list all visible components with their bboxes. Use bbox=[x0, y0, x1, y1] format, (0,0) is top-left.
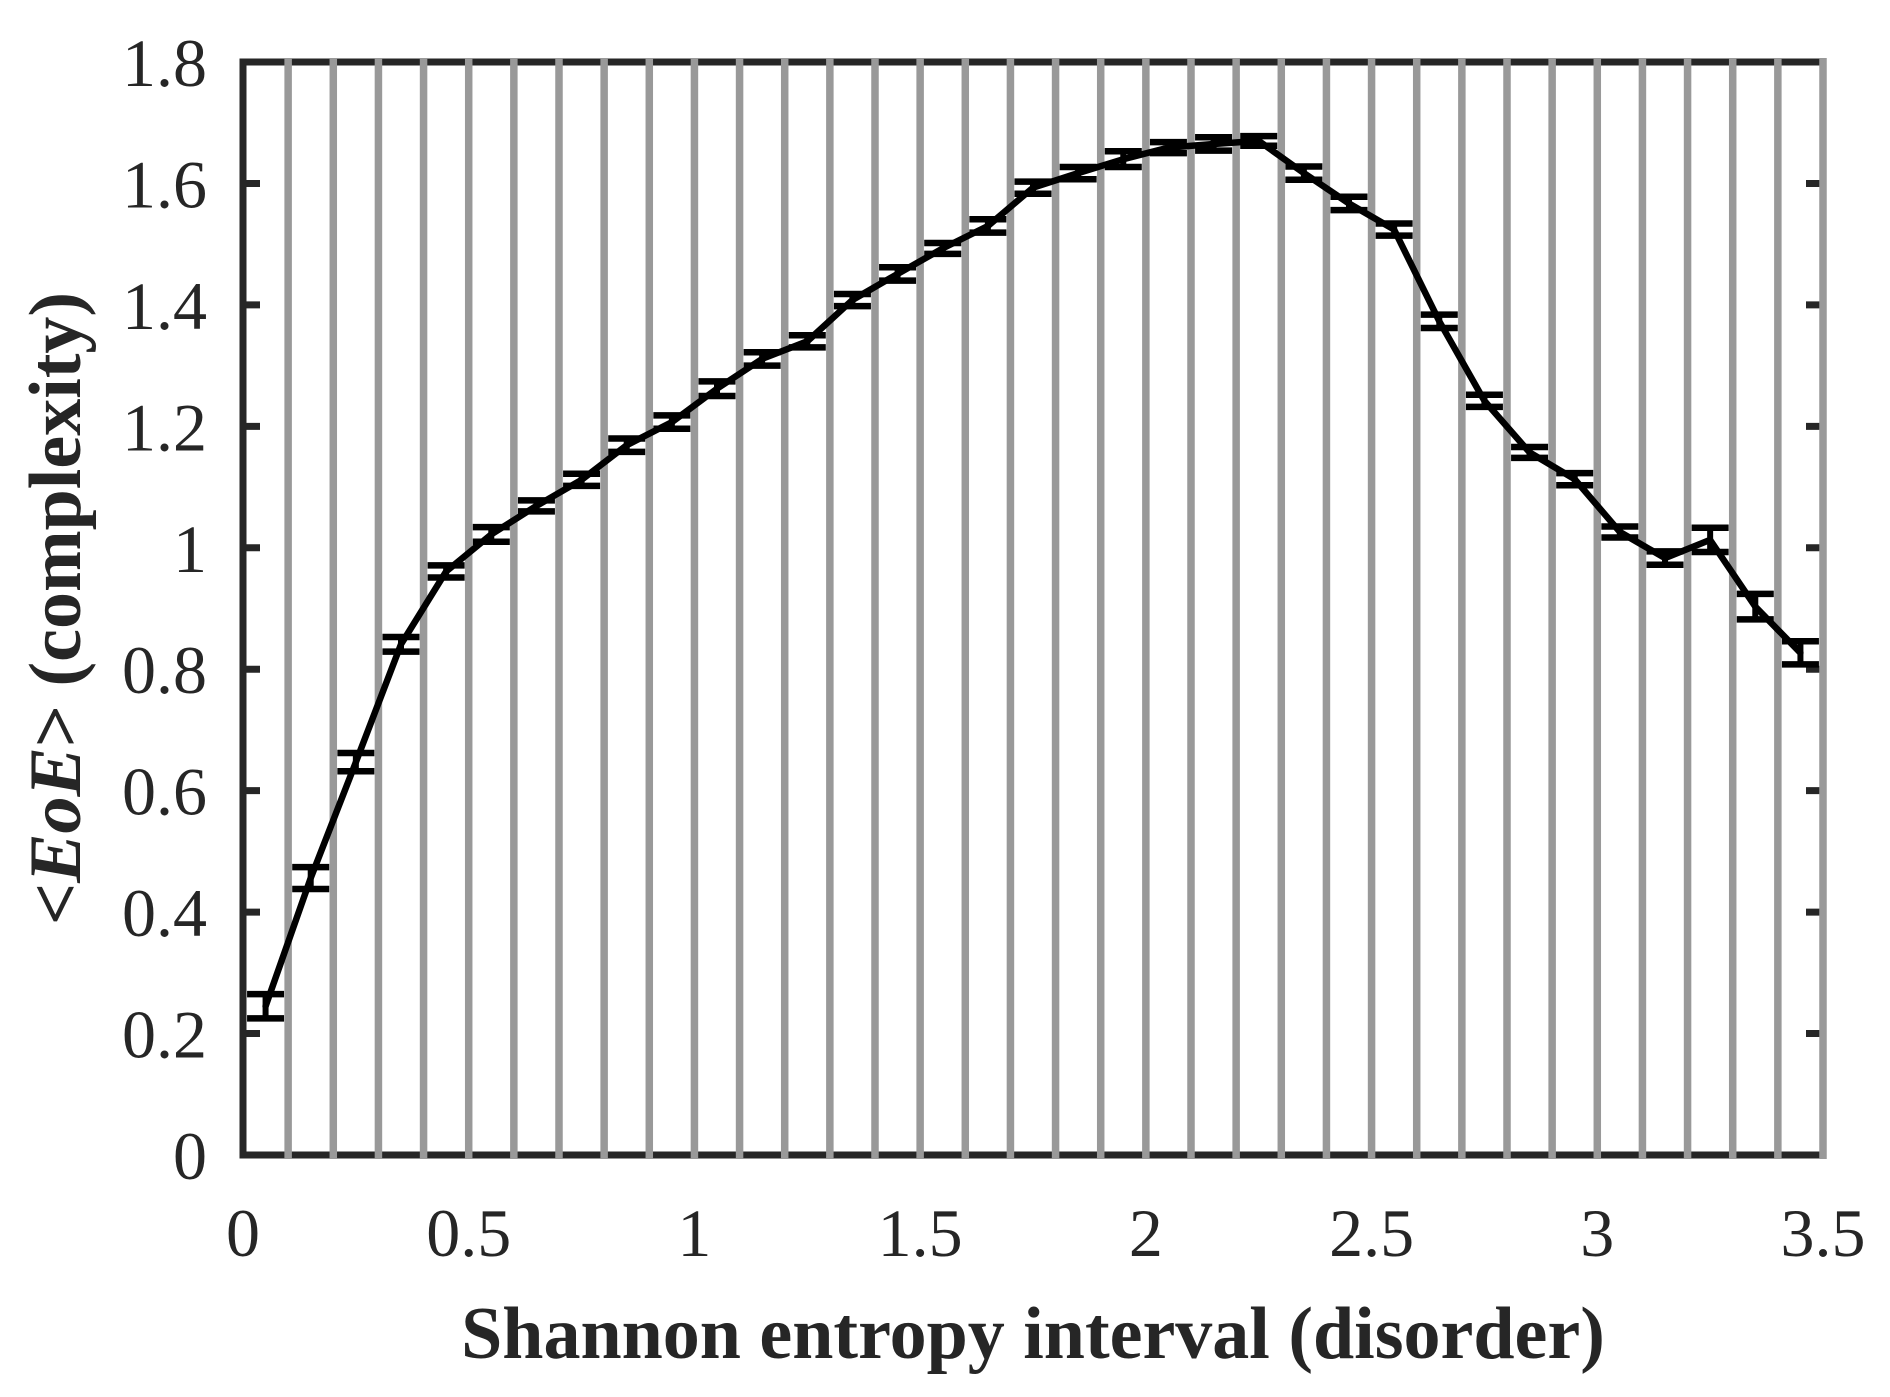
x-tick-label: 0.5 bbox=[426, 1195, 511, 1271]
error-bar bbox=[1601, 523, 1639, 541]
error-bar bbox=[743, 349, 781, 369]
error-bar bbox=[563, 470, 601, 490]
error-bar bbox=[1646, 548, 1684, 569]
error-bar bbox=[1511, 443, 1549, 462]
error-bar bbox=[1104, 148, 1142, 171]
error-bar bbox=[698, 378, 736, 400]
x-tick-label: 2.5 bbox=[1329, 1195, 1414, 1271]
vertical-gridlines bbox=[284, 58, 1827, 1159]
error-bar bbox=[653, 412, 691, 433]
data-series bbox=[247, 132, 1819, 1022]
y-axis-title: <EoE> (complexity) bbox=[15, 292, 97, 925]
error-bar bbox=[1195, 134, 1233, 154]
error-bar bbox=[1781, 638, 1819, 668]
y-tick-label: 0.8 bbox=[122, 632, 207, 708]
plot-background bbox=[243, 62, 1823, 1155]
error-bar bbox=[1420, 311, 1458, 332]
error-bar bbox=[1736, 590, 1774, 623]
error-bar bbox=[879, 263, 917, 284]
y-tick-label: 0.4 bbox=[122, 875, 207, 951]
error-bar bbox=[1330, 193, 1368, 214]
error-bar bbox=[337, 749, 375, 775]
y-axis-title-rest: (complexity) bbox=[15, 292, 97, 705]
error-bar bbox=[517, 497, 555, 515]
y-tick-label: 1.6 bbox=[122, 146, 207, 222]
error-bar bbox=[1556, 469, 1594, 489]
y-tick-label: 1.8 bbox=[122, 25, 207, 101]
error-bar bbox=[969, 216, 1007, 236]
y-axis-title-prefix: < bbox=[15, 883, 97, 925]
y-tick-label: 0.6 bbox=[122, 754, 207, 830]
error-bar bbox=[1465, 391, 1503, 411]
error-bar bbox=[247, 990, 285, 1022]
error-bar bbox=[1014, 178, 1052, 198]
plot-area bbox=[239, 58, 1827, 1159]
x-tick-label: 3.5 bbox=[1781, 1195, 1866, 1271]
x-axis-title: Shannon entropy interval (disorder) bbox=[461, 1293, 1605, 1375]
y-axis-title-suffix: > bbox=[15, 705, 97, 747]
error-bar bbox=[1240, 132, 1278, 150]
error-bar bbox=[1375, 220, 1413, 239]
y-tick-label: 0.2 bbox=[122, 997, 207, 1073]
x-axis-tick-labels: 0 0.5 1 1.5 2 2.5 3 3.5 bbox=[226, 1195, 1866, 1271]
x-tick-label: 1.5 bbox=[878, 1195, 963, 1271]
x-tick-label: 2 bbox=[1129, 1195, 1163, 1271]
error-bar bbox=[924, 239, 962, 258]
error-bar bbox=[833, 290, 871, 310]
error-bar bbox=[472, 523, 510, 545]
x-tick-label: 3 bbox=[1580, 1195, 1614, 1271]
error-bar bbox=[1149, 138, 1187, 157]
error-bar bbox=[382, 633, 420, 655]
y-tick-label: 1.2 bbox=[122, 389, 207, 465]
error-bar bbox=[608, 435, 646, 456]
y-tick-label: 1.4 bbox=[122, 268, 207, 344]
y-axis-title-italic: EoE bbox=[15, 747, 97, 884]
error-bar bbox=[1691, 524, 1729, 556]
error-bar bbox=[1285, 163, 1323, 184]
y-tick-label: 1 bbox=[173, 511, 207, 587]
error-bar bbox=[788, 332, 826, 351]
error-bar bbox=[427, 562, 465, 581]
y-axis-tick-labels: 0 0.2 0.4 0.6 0.8 1 1.2 1.4 1.6 1.8 bbox=[122, 25, 207, 1194]
x-tick-label: 0 bbox=[226, 1195, 260, 1271]
y-tick-label: 0 bbox=[173, 1118, 207, 1194]
x-tick-label: 1 bbox=[677, 1195, 711, 1271]
error-bar bbox=[292, 863, 330, 893]
error-bar bbox=[1059, 163, 1097, 183]
